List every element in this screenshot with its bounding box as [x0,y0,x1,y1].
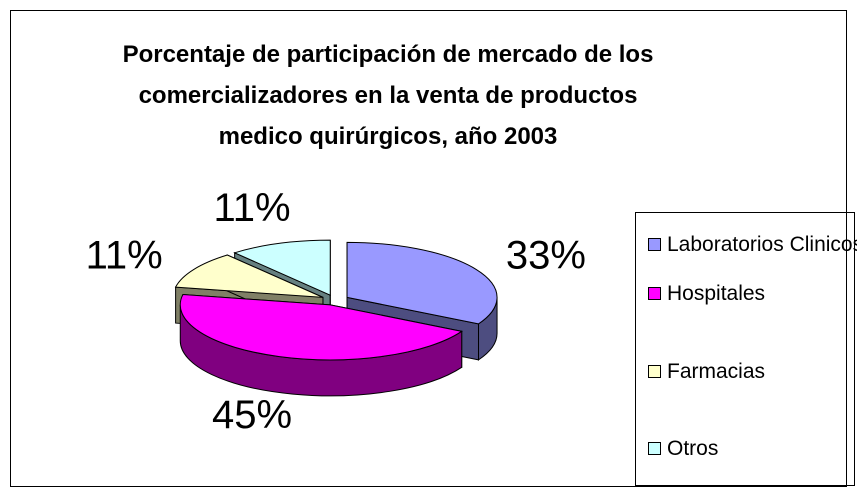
slice [233,239,331,296]
data-label: 11% [86,234,163,278]
data-label: 11% [213,186,290,230]
legend-swatch [648,238,661,251]
slice [346,241,498,325]
legend-item: Farmacias [648,356,857,387]
chart-border [10,10,847,487]
legend-item: Otros [648,433,857,464]
slice [174,254,324,298]
legend-item: Hospitales [648,278,857,309]
slice [179,294,463,361]
legend: Laboratorios Clinicos Hospitales Farmacias… [635,212,857,486]
data-label: 33% [506,234,586,278]
legend-swatch [648,442,661,455]
legend-label: Otros [667,437,719,460]
legend-label: Hospitales [667,282,766,305]
legend-item: Laboratorios Clinicos [648,229,857,260]
legend-label: Farmacias [667,360,766,383]
legend-swatch [648,287,661,300]
legend-swatch [648,365,661,378]
data-label: 45% [212,393,292,437]
chart-title: Porcentaje de participación de mercado d… [122,41,654,150]
legend-label: Laboratorios Clinicos [667,233,857,256]
